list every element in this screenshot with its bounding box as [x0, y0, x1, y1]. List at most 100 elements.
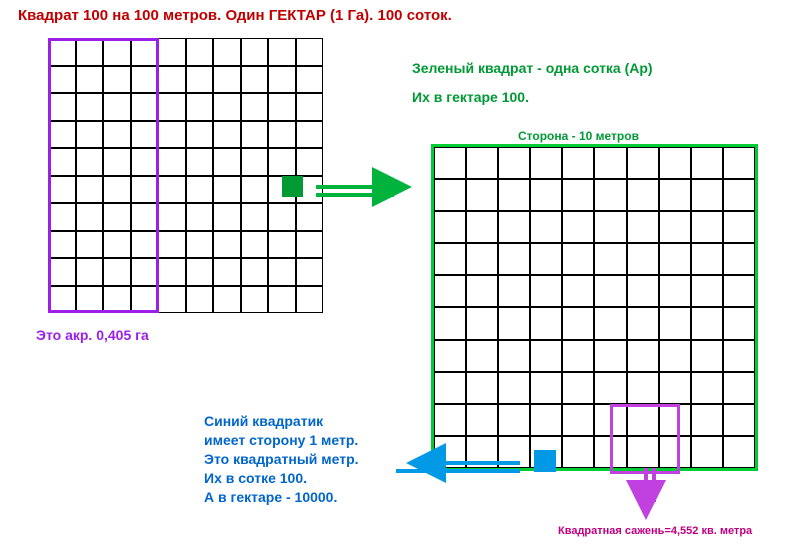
grid-cell: [48, 148, 76, 176]
grid-cell: [594, 275, 626, 307]
grid-cell: [296, 121, 324, 149]
grid-cell: [268, 203, 296, 231]
grid-cell: [530, 147, 562, 179]
grid-cell: [213, 38, 241, 66]
grid-cell: [627, 307, 659, 339]
grid-cell: [186, 203, 214, 231]
grid-cell: [562, 179, 594, 211]
hectare-grid: [48, 38, 323, 313]
grid-cell: [241, 121, 269, 149]
grid-cell: [562, 307, 594, 339]
grid-cell: [213, 203, 241, 231]
grid-cell: [213, 286, 241, 314]
grid-cell: [131, 258, 159, 286]
grid-cell: [103, 148, 131, 176]
grid-cell: [213, 66, 241, 94]
grid-cell: [627, 436, 659, 468]
grid-cell: [466, 211, 498, 243]
grid-cell: [498, 340, 530, 372]
grid-cell: [48, 66, 76, 94]
grid-cell: [76, 93, 104, 121]
grid-cell: [158, 176, 186, 204]
grid-cell: [466, 147, 498, 179]
grid-cell: [158, 148, 186, 176]
grid-cell: [466, 243, 498, 275]
grid-cell: [76, 258, 104, 286]
grid-cell: [659, 147, 691, 179]
grid-cell: [158, 93, 186, 121]
grid-cell: [296, 258, 324, 286]
grid-cell: [76, 231, 104, 259]
grid-cell: [76, 148, 104, 176]
grid-cell: [691, 436, 723, 468]
grid-cell: [213, 93, 241, 121]
grid-cell: [627, 372, 659, 404]
grid-cell: [659, 436, 691, 468]
grid-cell: [659, 275, 691, 307]
grid-cell: [296, 93, 324, 121]
sazhen-label: Квадратная сажень=4,552 кв. метра: [558, 524, 752, 539]
grid-cell: [594, 307, 626, 339]
grid-cell: [466, 340, 498, 372]
grid-cell: [268, 231, 296, 259]
grid-cell: [241, 66, 269, 94]
grid-cell: [158, 286, 186, 314]
grid-cell: [296, 66, 324, 94]
grid-cell: [186, 231, 214, 259]
grid-cell: [268, 176, 296, 204]
grid-cell: [723, 243, 755, 275]
grid-cell: [76, 286, 104, 314]
green-text-1: Зеленый квадрат - одна сотка (Ар): [412, 59, 653, 78]
grid-cell: [186, 121, 214, 149]
grid-cell: [48, 121, 76, 149]
grid-cell: [498, 211, 530, 243]
grid-cell: [691, 307, 723, 339]
grid-cell: [530, 243, 562, 275]
grid-cell: [659, 372, 691, 404]
grid-cell: [103, 203, 131, 231]
grid-cell: [48, 93, 76, 121]
grid-cell: [466, 404, 498, 436]
grid-cell: [594, 147, 626, 179]
grid-cell: [466, 179, 498, 211]
grid-cell: [627, 404, 659, 436]
grid-cell: [594, 243, 626, 275]
grid-cell: [659, 243, 691, 275]
grid-cell: [562, 147, 594, 179]
grid-cell: [723, 211, 755, 243]
grid-cell: [434, 436, 466, 468]
grid-cell: [659, 307, 691, 339]
blue-text-line: Это квадратный метр.: [204, 450, 359, 469]
grid-cell: [268, 38, 296, 66]
grid-cell: [659, 340, 691, 372]
grid-cell: [723, 307, 755, 339]
grid-cell: [691, 404, 723, 436]
grid-cell: [48, 258, 76, 286]
grid-cell: [723, 436, 755, 468]
grid-cell: [691, 211, 723, 243]
grid-cell: [48, 203, 76, 231]
grid-cell: [723, 179, 755, 211]
grid-cell: [498, 307, 530, 339]
grid-cell: [594, 372, 626, 404]
grid-cell: [296, 286, 324, 314]
grid-cell: [103, 38, 131, 66]
grid-cell: [723, 275, 755, 307]
grid-cell: [434, 179, 466, 211]
grid-cell: [627, 211, 659, 243]
sotka-grid: [434, 147, 755, 468]
grid-cell: [48, 176, 76, 204]
grid-cell: [296, 231, 324, 259]
grid-cell: [466, 275, 498, 307]
grid-cell: [76, 176, 104, 204]
grid-cell: [268, 121, 296, 149]
grid-cell: [131, 93, 159, 121]
grid-cell: [723, 147, 755, 179]
grid-cell: [186, 93, 214, 121]
grid-cell: [241, 148, 269, 176]
grid-cell: [213, 121, 241, 149]
grid-cell: [562, 436, 594, 468]
grid-cell: [562, 404, 594, 436]
grid-cell: [659, 211, 691, 243]
grid-cell: [131, 148, 159, 176]
